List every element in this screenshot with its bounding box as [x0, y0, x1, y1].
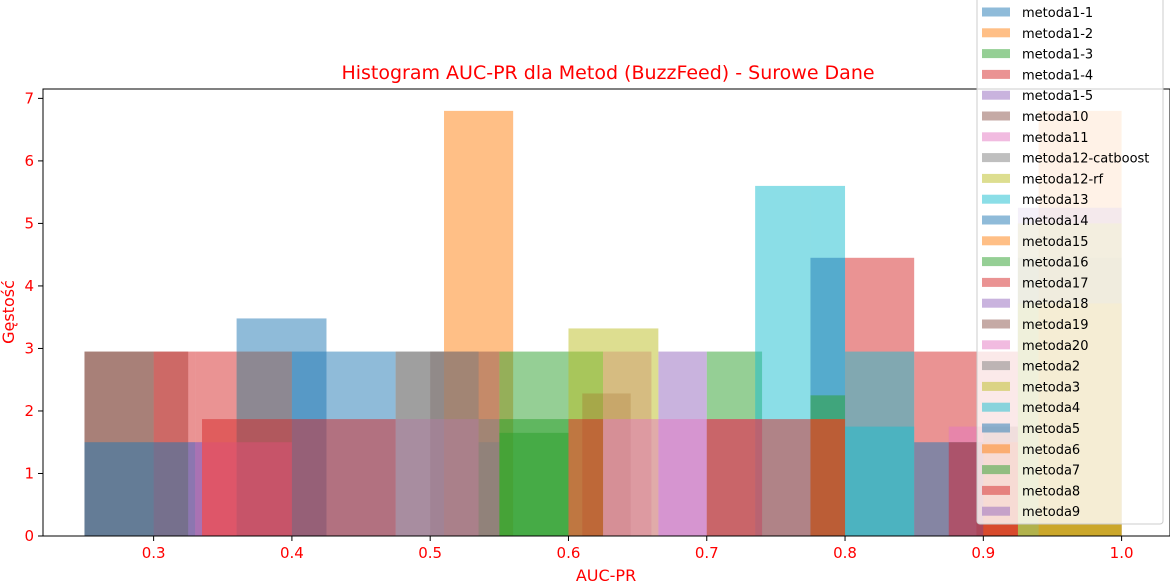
histogram-bar-metoda2-1: [478, 419, 500, 536]
legend-swatch: [982, 423, 1010, 433]
legend-swatch: [982, 49, 1010, 59]
legend-label: metoda3: [1022, 380, 1080, 395]
x-axis-label: AUC-PR: [576, 566, 636, 585]
legend-label: metoda1-5: [1022, 89, 1093, 104]
legend-swatch: [982, 361, 1010, 371]
legend-swatch: [982, 111, 1010, 121]
legend-swatch: [982, 277, 1010, 287]
histogram-bar-metoda8-0: [202, 419, 396, 536]
histogram-bar-metoda7-0: [499, 419, 569, 536]
legend-swatch: [982, 69, 1010, 79]
legend-label: metoda18: [1022, 297, 1088, 312]
legend-swatch: [982, 381, 1010, 391]
histogram-bar-metoda8-1: [568, 419, 604, 536]
legend-label: metoda19: [1022, 318, 1088, 333]
legend-label: metoda2: [1022, 360, 1080, 375]
legend-label: metoda11: [1022, 131, 1088, 146]
legend-label: metoda17: [1022, 276, 1088, 291]
legend-label: metoda15: [1022, 235, 1088, 250]
legend-swatch: [982, 173, 1010, 183]
legend-box: [976, 0, 1164, 525]
legend-swatch: [982, 132, 1010, 142]
legend-swatch: [982, 257, 1010, 267]
histogram-bar-metoda8-2: [706, 419, 811, 536]
y-axis-ticks: 0 1 2 3 4 5 6 7: [24, 89, 43, 545]
x-axis-ticks: 0.3 0.4 0.5 0.6 0.7 0.8 0.9 1.0: [142, 536, 1134, 562]
legend-label: metoda1-2: [1022, 27, 1093, 42]
legend-swatch: [982, 465, 1010, 475]
legend-swatch: [982, 236, 1010, 246]
legend-swatch: [982, 7, 1010, 17]
legend-label: metoda12-catboost: [1022, 152, 1149, 167]
legend-swatch: [982, 340, 1010, 350]
x-tick-label: 0.9: [971, 544, 995, 562]
x-tick-label: 0.8: [833, 544, 857, 562]
x-tick-label: 0.6: [557, 544, 581, 562]
y-tick-label: 1: [24, 464, 34, 482]
y-tick-label: 2: [24, 402, 34, 420]
legend-swatch: [982, 298, 1010, 308]
y-tick-label: 7: [24, 89, 34, 107]
legend-swatch: [982, 153, 1010, 163]
y-axis-label: Gęstość: [0, 280, 18, 344]
legend-label: metoda10: [1022, 110, 1088, 125]
histogram-bar-metoda5-0: [84, 442, 196, 536]
legend-label: metoda1-1: [1022, 6, 1093, 21]
legend-label: metoda1-3: [1022, 48, 1093, 63]
x-tick-label: 1.0: [1110, 544, 1134, 562]
legend-swatch: [982, 90, 1010, 100]
legend-swatch: [982, 402, 1010, 412]
legend-label: metoda14: [1022, 214, 1088, 229]
legend-label: metoda4: [1022, 401, 1080, 416]
legend-label: metoda16: [1022, 256, 1088, 271]
y-tick-label: 4: [24, 277, 34, 295]
x-tick-label: 0.3: [142, 544, 166, 562]
legend-label: metoda9: [1022, 505, 1080, 520]
histogram-bars: [84, 110, 1122, 537]
histogram-bar-metoda4-0: [845, 426, 915, 536]
legend-swatch: [982, 485, 1010, 495]
chart-title: Histogram AUC-PR dla Metod (BuzzFeed) - …: [341, 62, 874, 84]
plot-frame: [42, 88, 1170, 537]
legend-swatch: [982, 506, 1010, 516]
legend-label: metoda13: [1022, 193, 1088, 208]
y-tick-label: 5: [24, 214, 34, 232]
histogram-bar-metoda8-3: [810, 419, 846, 536]
legend-label: metoda20: [1022, 339, 1088, 354]
legend: metoda1-1 metoda1-2 metoda1-3 metoda1-4 meto…: [976, 0, 1164, 525]
legend-swatch: [982, 444, 1010, 454]
legend-swatch: [982, 28, 1010, 38]
legend-swatch: [982, 215, 1010, 225]
legend-label: metoda5: [1022, 422, 1080, 437]
x-tick-label: 0.4: [280, 544, 304, 562]
legend-label: metoda7: [1022, 464, 1080, 479]
y-tick-label: 0: [24, 527, 34, 545]
histogram-bar-metoda2-0: [395, 351, 479, 536]
y-tick-label: 3: [24, 339, 34, 357]
histogram-bar-metoda9-0: [188, 442, 203, 536]
legend-swatch: [982, 194, 1010, 204]
legend-label: metoda6: [1022, 443, 1080, 458]
legend-label: metoda1-4: [1022, 68, 1093, 83]
legend-swatch: [982, 319, 1010, 329]
x-tick-label: 0.5: [418, 544, 442, 562]
x-tick-label: 0.7: [695, 544, 719, 562]
y-tick-label: 6: [24, 152, 34, 170]
legend-label: metoda12-rf: [1022, 172, 1104, 187]
legend-label: metoda8: [1022, 484, 1080, 499]
